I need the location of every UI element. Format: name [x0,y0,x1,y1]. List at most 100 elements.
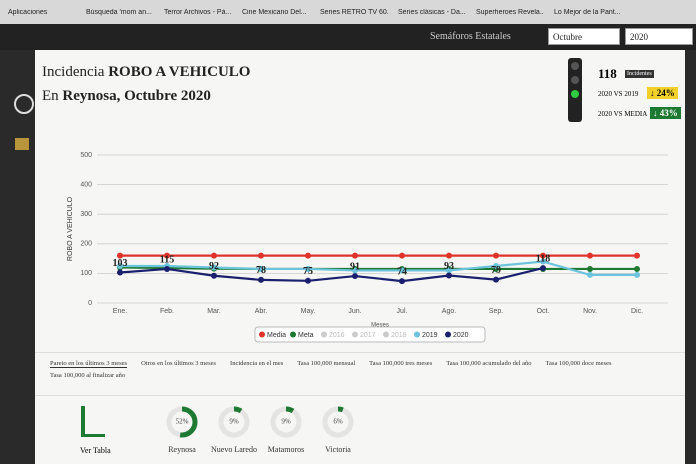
title-main: ROBO A VEHICULO [108,64,251,80]
x-tick-label: Jul. [397,308,408,315]
back-icon[interactable] [14,94,34,114]
legend-marker [352,331,358,338]
point [399,252,405,259]
point [117,252,123,259]
point [352,267,358,274]
point [540,258,546,265]
tab[interactable]: Otros en los últimos 3 meses [141,360,217,367]
x-tick-label: Mar. [207,308,221,315]
table-icon[interactable] [81,406,85,436]
y-tick-label: 200 [80,241,92,248]
bookmark[interactable]: Búsqueda 'mom an... [86,8,152,16]
point [164,252,170,259]
data-label: 118 [536,253,550,264]
point [399,267,405,274]
donut-arc [270,406,302,438]
x-tick-label: Ago. [442,308,456,315]
point [540,252,546,259]
data-label: 79 [491,265,501,276]
subtitle-main: Reynosa, Octubre 2020 [62,88,211,104]
table-link[interactable]: Ver Tabla [80,446,111,455]
count: 118 [598,66,617,81]
bookmark[interactable]: Cine Mexicano Del... [242,8,307,16]
data-label: 75 [303,266,313,277]
donut-name: Victoria [325,445,351,454]
x-tick-label: Nov. [583,308,597,315]
point [211,264,217,271]
data-label: 74 [397,266,407,277]
point [493,263,499,269]
table-icon[interactable] [81,434,105,437]
legend-marker [321,331,327,338]
x-tick-label: May. [301,308,316,315]
point [258,252,264,259]
donut-label: 6% [333,418,343,426]
divider [35,395,685,396]
bookmark[interactable]: Aplicaciones [8,8,48,16]
donut-label: 52% [176,418,189,426]
side-icon[interactable] [15,138,29,150]
point [305,252,311,259]
light [571,90,579,98]
point [540,265,546,272]
vs-media-label: 2020 VS MEDIA [598,110,648,118]
x-axis-label: Meses [371,323,389,329]
point [399,278,405,285]
tab[interactable]: Tasa 100,000 al finalizar año [50,372,126,379]
bookmark[interactable]: Lo Mejor de la Pant... [554,8,621,16]
x-tick-label: Jun. [348,308,361,315]
point [211,252,217,259]
tab[interactable]: Tasa 100,000 doce meses [545,360,612,367]
vs-2019-value: 24% [656,88,675,98]
series-line [120,260,637,276]
data-label: 78 [256,265,266,276]
legend-box [254,326,486,343]
menu[interactable]: Semáforos Estatales [430,31,511,42]
legend-marker [383,331,389,338]
point [493,252,499,259]
point [446,252,452,259]
vs-2019-label: 2020 VS 2019 [598,90,639,98]
point [305,277,311,284]
y-tick-label: 300 [80,211,92,218]
tab[interactable]: Tasa 100,000 acumulado del año [446,360,532,367]
bookmark[interactable]: Superheroes Revela... [476,8,544,16]
donut-arc [218,406,250,438]
tabs: Pareto en los últimos 3 meses Otros en lo… [50,360,670,379]
legend-marker [414,331,420,338]
year-select[interactable]: 2020 [625,28,693,45]
y-tick-label: 500 [80,152,92,159]
point [258,265,264,272]
divider [35,352,685,353]
tab[interactable]: Incidencia en el mes [230,360,284,367]
nav-bar: Semáforos Estatales Octubre 2020 [0,24,696,50]
legend-label: 2020 [453,332,469,339]
bookmark[interactable]: Terror Archivos - Pá... [164,8,232,16]
month-select[interactable]: Octubre [548,28,620,45]
traffic-light [568,58,582,122]
legend-marker [445,331,451,338]
point [164,265,170,272]
bookmarks-bar: Aplicaciones Búsqueda 'mom an... Terror Ar… [0,0,696,24]
legend-label: 2018 [391,332,407,339]
bookmark[interactable]: Series RETRO TV 60... [320,8,388,16]
point [634,252,640,259]
title-prefix: Incidencia [42,64,105,80]
count-label: Incidentes [625,70,654,78]
x-tick-label: Oct. [537,308,550,315]
light [571,62,579,70]
vs-media-value: 43% [659,108,678,118]
point [117,263,123,269]
tab[interactable]: Pareto en los últimos 3 meses [50,360,128,368]
tab[interactable]: Tasa 100,000 tres meses [369,360,433,367]
bookmark[interactable]: Series clásicas - Da... [398,8,466,16]
data-label: 115 [160,254,174,265]
tab[interactable]: Tasa 100,000 mensual [297,360,356,367]
x-tick-label: Abr. [255,308,268,315]
subtitle-prefix: En [42,88,59,104]
x-tick-label: Sep. [489,308,503,315]
light [571,76,579,84]
point [305,265,311,272]
point [446,267,452,274]
point [258,276,264,283]
